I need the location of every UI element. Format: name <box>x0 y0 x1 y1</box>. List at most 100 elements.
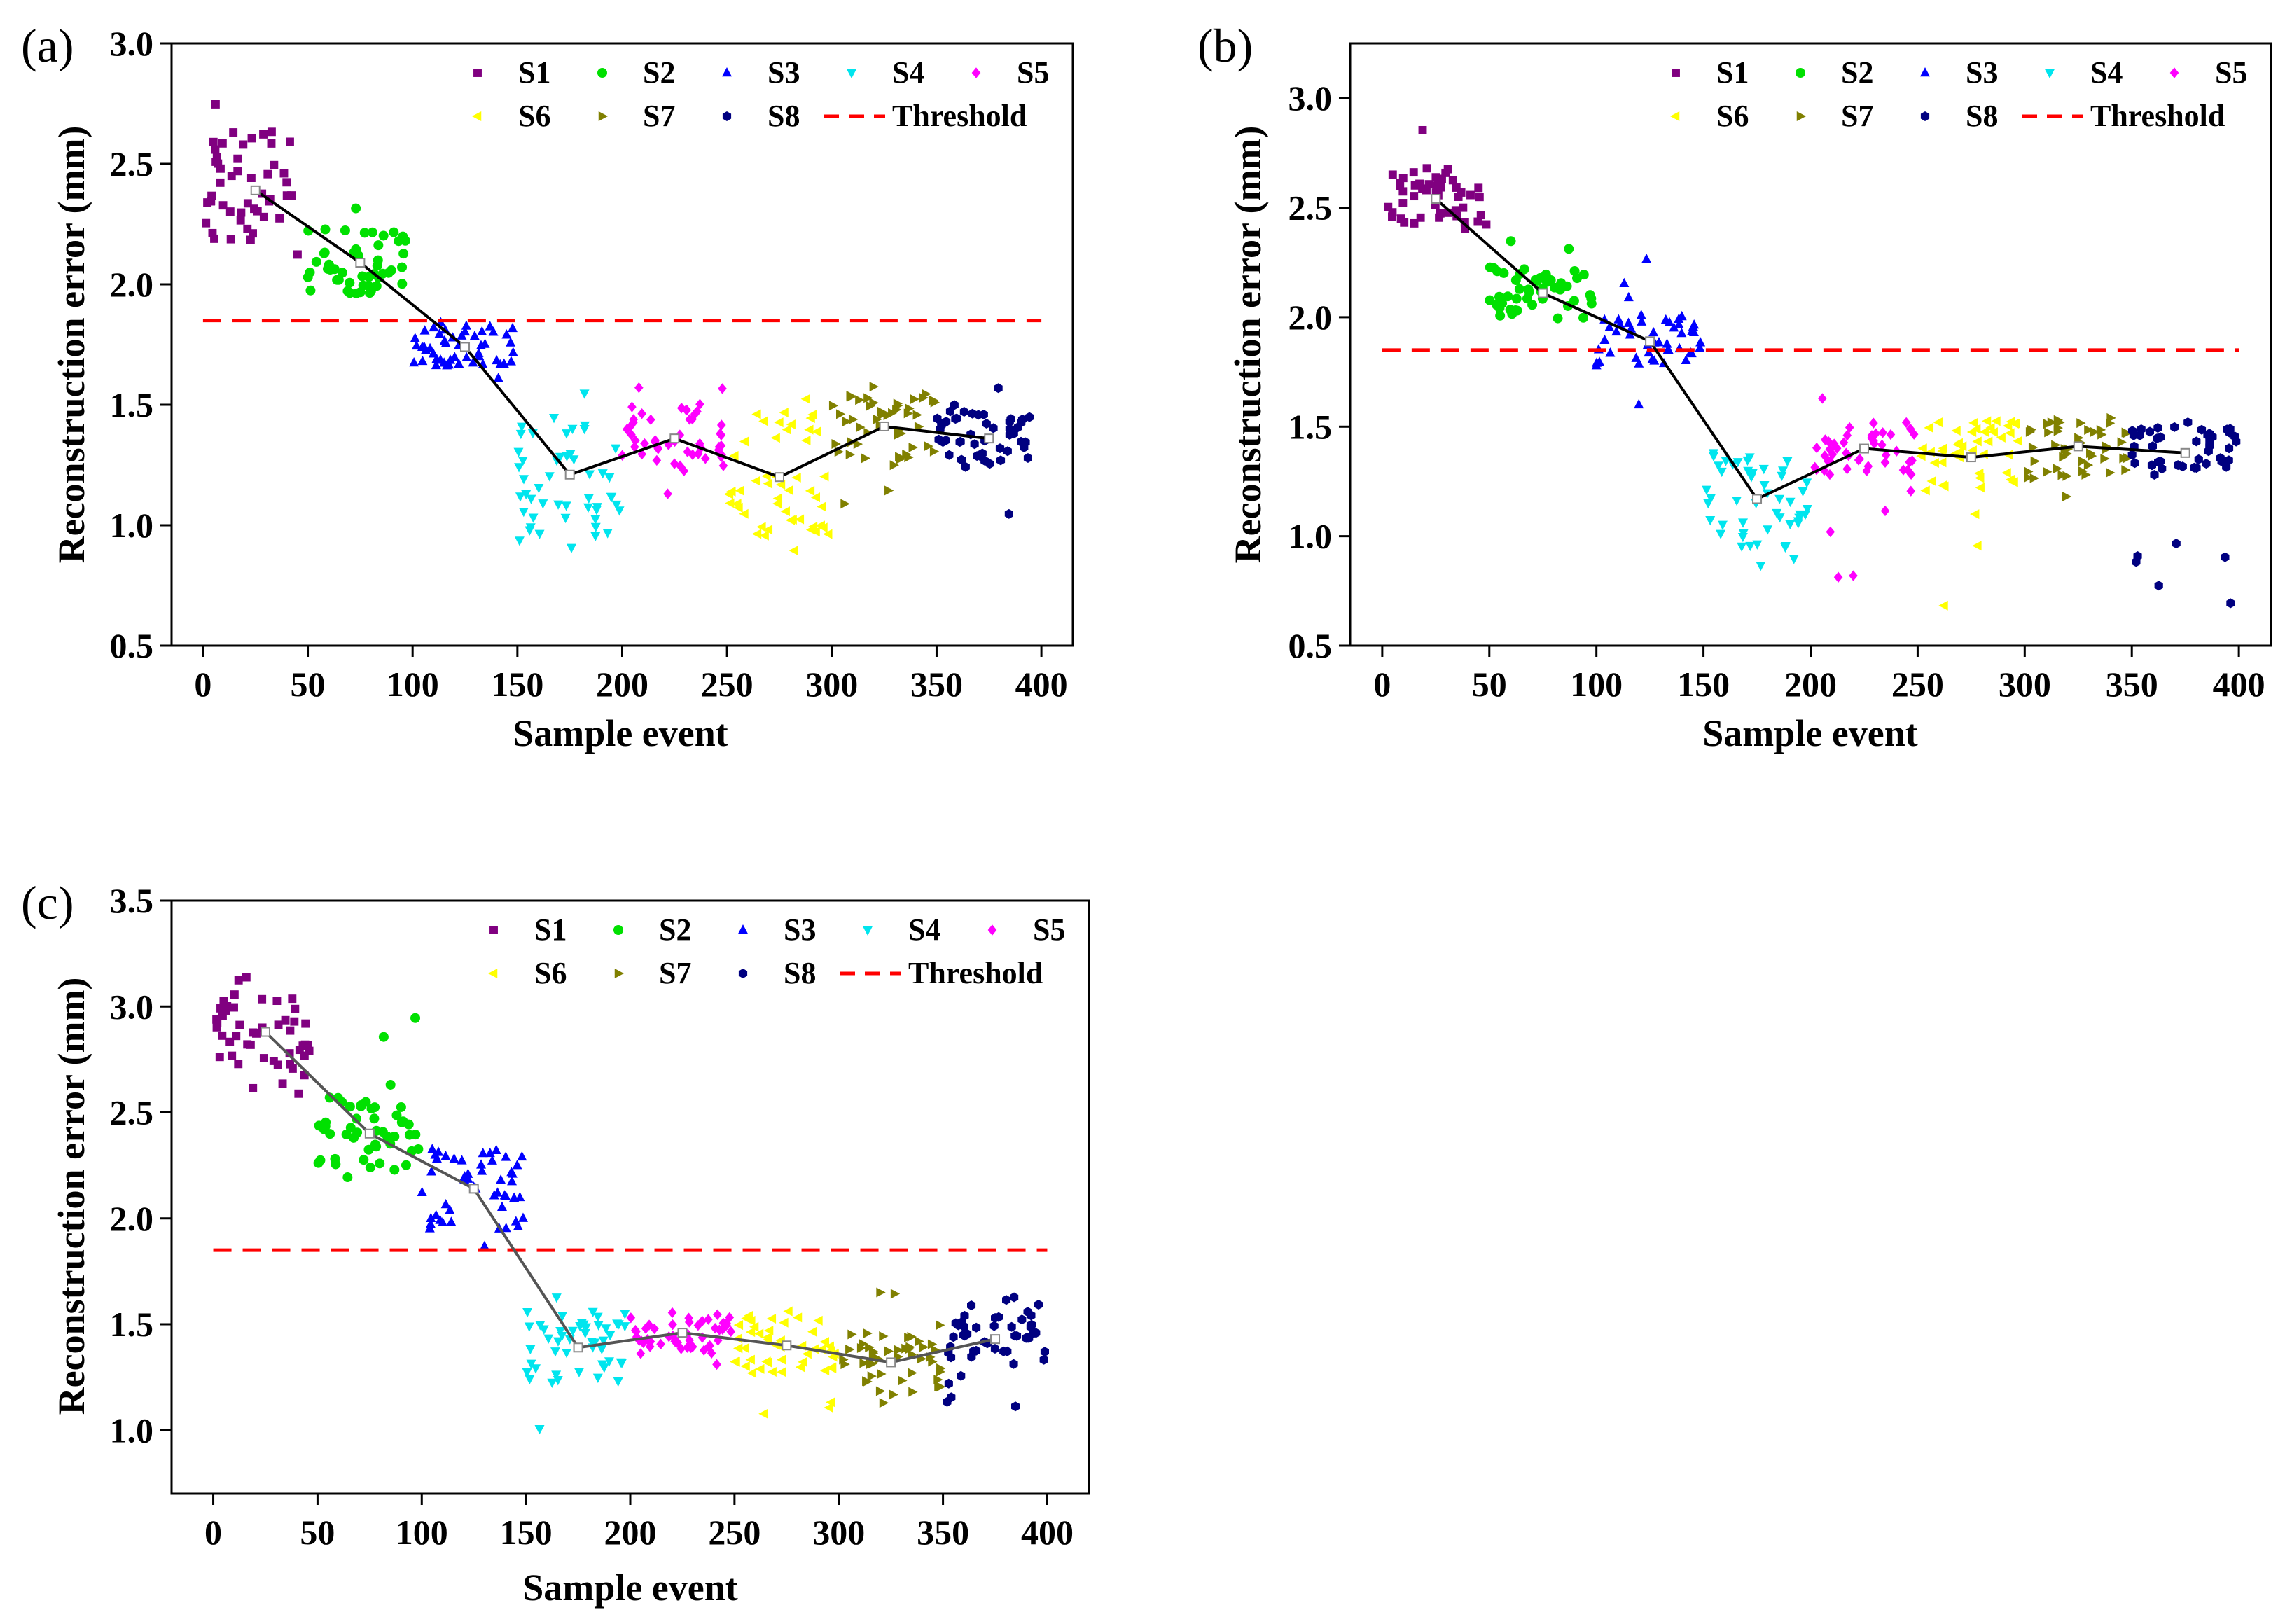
data-point-s6 <box>763 525 773 535</box>
plot-frame <box>170 42 1074 647</box>
data-point-s3 <box>1662 344 1673 354</box>
data-point-s4 <box>534 483 544 494</box>
data-point-s6 <box>779 408 789 418</box>
data-point-s6 <box>1933 417 1943 428</box>
data-point-s7 <box>855 395 865 405</box>
data-point-s1 <box>278 1079 287 1088</box>
data-point-s4 <box>538 499 548 509</box>
data-point-s5 <box>705 1340 714 1352</box>
data-point-s1 <box>216 164 225 173</box>
data-point-s5 <box>636 1348 646 1359</box>
data-point-s5 <box>1818 393 1827 404</box>
data-point-s6 <box>739 436 749 447</box>
data-point-s7 <box>2081 469 2091 480</box>
data-point-s8 <box>967 1352 976 1362</box>
y-tick-label: 0.5 <box>1289 626 1333 665</box>
data-point-s5 <box>722 1319 731 1331</box>
data-point-s1 <box>282 178 291 187</box>
data-point-s7 <box>845 1345 855 1355</box>
mean-point <box>677 1328 688 1338</box>
series-s1 <box>212 973 314 1098</box>
data-point-s2 <box>1553 313 1563 324</box>
legend-label: S8 <box>768 99 800 133</box>
data-point-s6 <box>810 527 820 537</box>
data-point-s8 <box>970 439 979 450</box>
legend-swatch-s1 <box>473 69 482 77</box>
data-point-s2 <box>305 267 315 277</box>
data-point-s7 <box>904 452 914 463</box>
data-point-s1 <box>1444 208 1453 217</box>
data-point-s1 <box>1424 180 1433 189</box>
data-point-s3 <box>491 1144 501 1154</box>
data-point-s4 <box>1714 461 1724 471</box>
data-point-s1 <box>237 208 246 217</box>
data-point-s7 <box>929 446 940 457</box>
data-point-s5 <box>1878 427 1887 438</box>
data-point-s4 <box>1780 541 1791 552</box>
data-point-s4 <box>562 452 572 462</box>
legend: S1 S2 S3 S4 S5 S6 S7 S8 Threshold <box>487 912 1065 990</box>
data-point-s3 <box>457 1155 467 1165</box>
data-point-s1 <box>218 1031 227 1040</box>
data-point-s1 <box>247 134 256 143</box>
data-point-s2 <box>1546 275 1556 286</box>
data-point-s1 <box>1461 224 1470 233</box>
data-point-s5 <box>1849 570 1858 581</box>
data-point-s3 <box>513 1221 523 1230</box>
data-point-s8 <box>2225 443 2234 454</box>
data-point-s2 <box>345 288 355 298</box>
series-s8 <box>943 1292 1049 1412</box>
y-tick-label: 1.0 <box>1289 517 1333 556</box>
data-point-s5 <box>1825 469 1835 480</box>
data-point-s7 <box>2097 429 2107 440</box>
data-point-s2 <box>367 227 377 237</box>
data-point-s7 <box>869 382 879 392</box>
data-point-s4 <box>525 1345 536 1355</box>
data-point-s7 <box>2043 466 2053 477</box>
data-point-s5 <box>1870 438 1879 450</box>
data-point-s4 <box>1745 541 1756 552</box>
data-point-s7 <box>905 1342 915 1352</box>
data-point-s3 <box>446 1216 457 1226</box>
data-point-s2 <box>345 277 355 288</box>
data-point-s8 <box>942 417 951 427</box>
legend-label: S6 <box>1716 99 1749 133</box>
data-point-s4 <box>1777 471 1787 482</box>
data-point-s2 <box>351 203 361 214</box>
data-point-s7 <box>859 1358 869 1368</box>
data-point-s8 <box>1009 1359 1018 1369</box>
series-s1 <box>1384 125 1491 233</box>
data-point-s6 <box>1938 600 1948 611</box>
data-point-s5 <box>637 408 646 419</box>
data-point-s5 <box>718 460 728 471</box>
data-point-s4 <box>569 455 579 465</box>
data-point-s1 <box>228 1051 237 1060</box>
series-s2 <box>303 203 410 298</box>
data-point-s6 <box>789 546 798 556</box>
legend-label: S8 <box>784 956 816 990</box>
legend-label: S5 <box>2215 55 2247 90</box>
data-point-s4 <box>518 507 529 518</box>
data-point-s7 <box>912 410 922 420</box>
data-point-s6 <box>801 436 811 446</box>
data-point-s1 <box>218 1011 227 1020</box>
data-point-s1 <box>1459 203 1468 212</box>
data-point-s3 <box>440 338 451 347</box>
y-tick-label: 1.0 <box>110 1410 154 1450</box>
data-point-s4 <box>1763 525 1773 535</box>
data-point-s7 <box>836 409 846 419</box>
data-point-s2 <box>1489 263 1499 273</box>
data-point-s1 <box>230 1003 238 1012</box>
data-point-s1 <box>290 1017 299 1026</box>
data-point-s4 <box>1756 562 1766 571</box>
data-point-s1 <box>1476 211 1485 220</box>
data-point-s1 <box>1448 176 1457 185</box>
data-point-s7 <box>893 398 903 409</box>
data-point-s7 <box>2030 456 2040 466</box>
data-point-s8 <box>2192 463 2201 473</box>
data-point-s6 <box>777 1367 786 1377</box>
panel-label: (b) <box>1197 19 1253 72</box>
legend-swatch-s7 <box>1796 111 1807 121</box>
data-point-s3 <box>1676 327 1687 338</box>
data-point-s2 <box>1535 273 1546 284</box>
